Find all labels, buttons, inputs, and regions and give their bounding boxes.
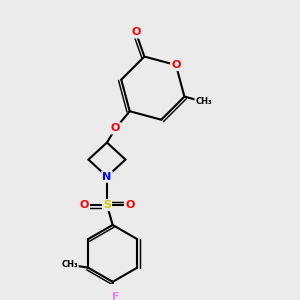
Text: S: S (103, 200, 111, 210)
Text: O: O (171, 60, 181, 70)
Text: F: F (112, 292, 119, 300)
Text: CH₃: CH₃ (61, 260, 78, 269)
Text: N: N (102, 172, 112, 182)
Text: O: O (125, 200, 134, 210)
Text: O: O (80, 200, 89, 210)
Text: O: O (111, 123, 120, 133)
Text: CH₃: CH₃ (195, 97, 212, 106)
Text: O: O (131, 27, 140, 38)
